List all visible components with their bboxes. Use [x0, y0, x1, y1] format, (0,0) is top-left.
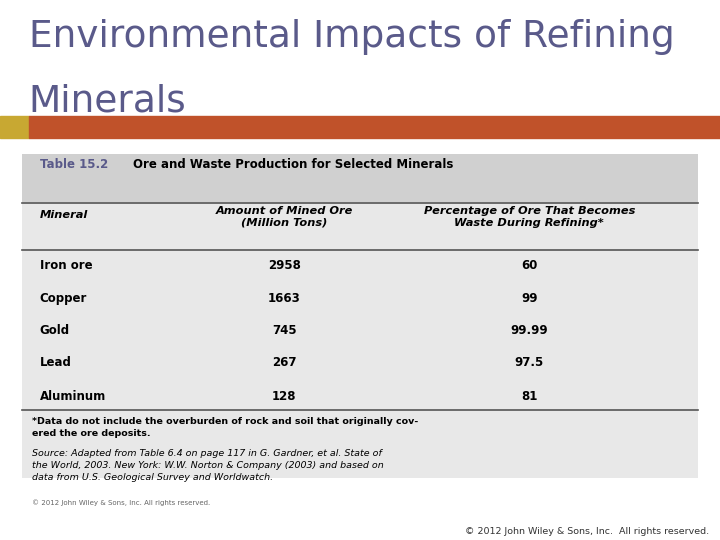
Text: 1663: 1663 — [268, 292, 301, 305]
Text: Aluminum: Aluminum — [40, 390, 106, 403]
Text: Mineral: Mineral — [40, 210, 88, 220]
Text: 99: 99 — [521, 292, 537, 305]
Text: Percentage of Ore That Becomes
Waste During Refining*: Percentage of Ore That Becomes Waste Dur… — [423, 206, 635, 228]
Text: Ore and Waste Production for Selected Minerals: Ore and Waste Production for Selected Mi… — [133, 158, 454, 171]
Bar — [29, 116, 720, 138]
Bar — [22, 154, 698, 202]
Text: 99.99: 99.99 — [510, 324, 548, 337]
Text: *Data do not include the overburden of rock and soil that originally cov-
ered t: *Data do not include the overburden of r… — [32, 417, 418, 438]
Text: 81: 81 — [521, 390, 537, 403]
Text: © 2012 John Wiley & Sons, Inc.  All rights reserved.: © 2012 John Wiley & Sons, Inc. All right… — [465, 526, 709, 536]
Text: 97.5: 97.5 — [515, 356, 544, 369]
Text: © 2012 John Wiley & Sons, Inc. All rights reserved.: © 2012 John Wiley & Sons, Inc. All right… — [32, 500, 211, 506]
Text: Source: Adapted from Table 6.4 on page 117 in G. Gardner, et al. State of
the Wo: Source: Adapted from Table 6.4 on page 1… — [32, 449, 384, 482]
Text: 128: 128 — [272, 390, 297, 403]
Bar — [0, 116, 29, 138]
Text: Minerals: Minerals — [29, 84, 186, 120]
Text: Copper: Copper — [40, 292, 87, 305]
Text: Environmental Impacts of Refining: Environmental Impacts of Refining — [29, 19, 675, 55]
Text: Lead: Lead — [40, 356, 71, 369]
Text: 60: 60 — [521, 259, 537, 272]
Text: Gold: Gold — [40, 324, 70, 337]
Text: 267: 267 — [272, 356, 297, 369]
Text: Table 15.2: Table 15.2 — [40, 158, 108, 171]
Text: 2958: 2958 — [268, 259, 301, 272]
Bar — [22, 154, 698, 478]
Text: 745: 745 — [272, 324, 297, 337]
Text: Iron ore: Iron ore — [40, 259, 92, 272]
Text: Amount of Mined Ore
(Million Tons): Amount of Mined Ore (Million Tons) — [216, 206, 353, 228]
